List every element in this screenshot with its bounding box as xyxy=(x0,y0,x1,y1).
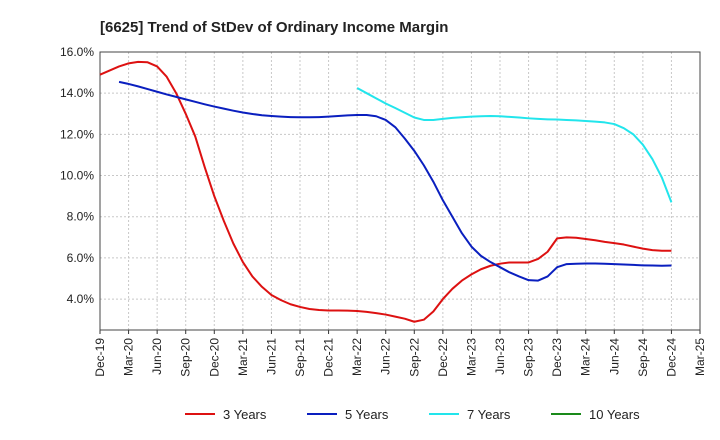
series-lines xyxy=(99,60,673,323)
x-tick-label: Sep-23 xyxy=(522,338,536,377)
x-tick-label: Dec-21 xyxy=(322,338,336,377)
grid xyxy=(99,51,701,330)
x-tick-label: Jun-21 xyxy=(264,338,278,375)
axes: 4.0% 6.0% 8.0% 10.0% 12.0% 14.0% 16.0% Dec-19 Ma… xyxy=(60,45,707,377)
x-tick-label: Dec-20 xyxy=(207,338,221,377)
x-tick-label: Sep-24 xyxy=(636,338,650,377)
y-tick-label: 6.0% xyxy=(67,251,95,265)
y-tick-label: 8.0% xyxy=(67,210,95,224)
x-tick-label: Jun-23 xyxy=(493,338,507,375)
y-tick-label: 16.0% xyxy=(60,45,94,59)
x-tick-label: Sep-22 xyxy=(407,338,421,377)
y-tick-label: 14.0% xyxy=(60,86,94,100)
x-tick-label: Mar-24 xyxy=(579,338,593,376)
legend-label: 10 Years xyxy=(589,407,640,422)
x-tick-label: Mar-23 xyxy=(464,338,478,376)
x-tick-label: Jun-22 xyxy=(379,338,393,375)
chart-title: [6625] Trend of StDev of Ordinary Income… xyxy=(100,19,448,36)
y-tick-label: 4.0% xyxy=(67,292,95,306)
series-line xyxy=(118,80,672,282)
x-tick-label: Sep-21 xyxy=(293,338,307,377)
x-tick-label: Dec-24 xyxy=(664,338,678,377)
plot-frame xyxy=(99,51,701,331)
x-tick-label: Dec-23 xyxy=(550,338,564,377)
series-line xyxy=(99,60,672,323)
series-line xyxy=(356,87,673,203)
y-tick-label: 12.0% xyxy=(60,127,94,141)
x-tick-label: Mar-21 xyxy=(236,338,250,376)
x-tick-label: Mar-20 xyxy=(122,338,136,376)
legend-label: 3 Years xyxy=(223,407,267,422)
legend: 3 Years 5 Years 7 Years 10 Years xyxy=(185,407,640,422)
x-tick-label: Mar-25 xyxy=(693,338,707,376)
x-tick-label: Sep-20 xyxy=(179,338,193,377)
x-tick-label: Jun-20 xyxy=(150,338,164,375)
y-tick-label: 10.0% xyxy=(60,169,94,183)
x-tick-label: Jun-24 xyxy=(607,338,621,375)
x-tick-label: Dec-19 xyxy=(93,338,107,377)
x-tick-label: Mar-22 xyxy=(350,338,364,376)
legend-label: 7 Years xyxy=(467,407,511,422)
x-tick-label: Dec-22 xyxy=(436,338,450,377)
legend-label: 5 Years xyxy=(345,407,389,422)
